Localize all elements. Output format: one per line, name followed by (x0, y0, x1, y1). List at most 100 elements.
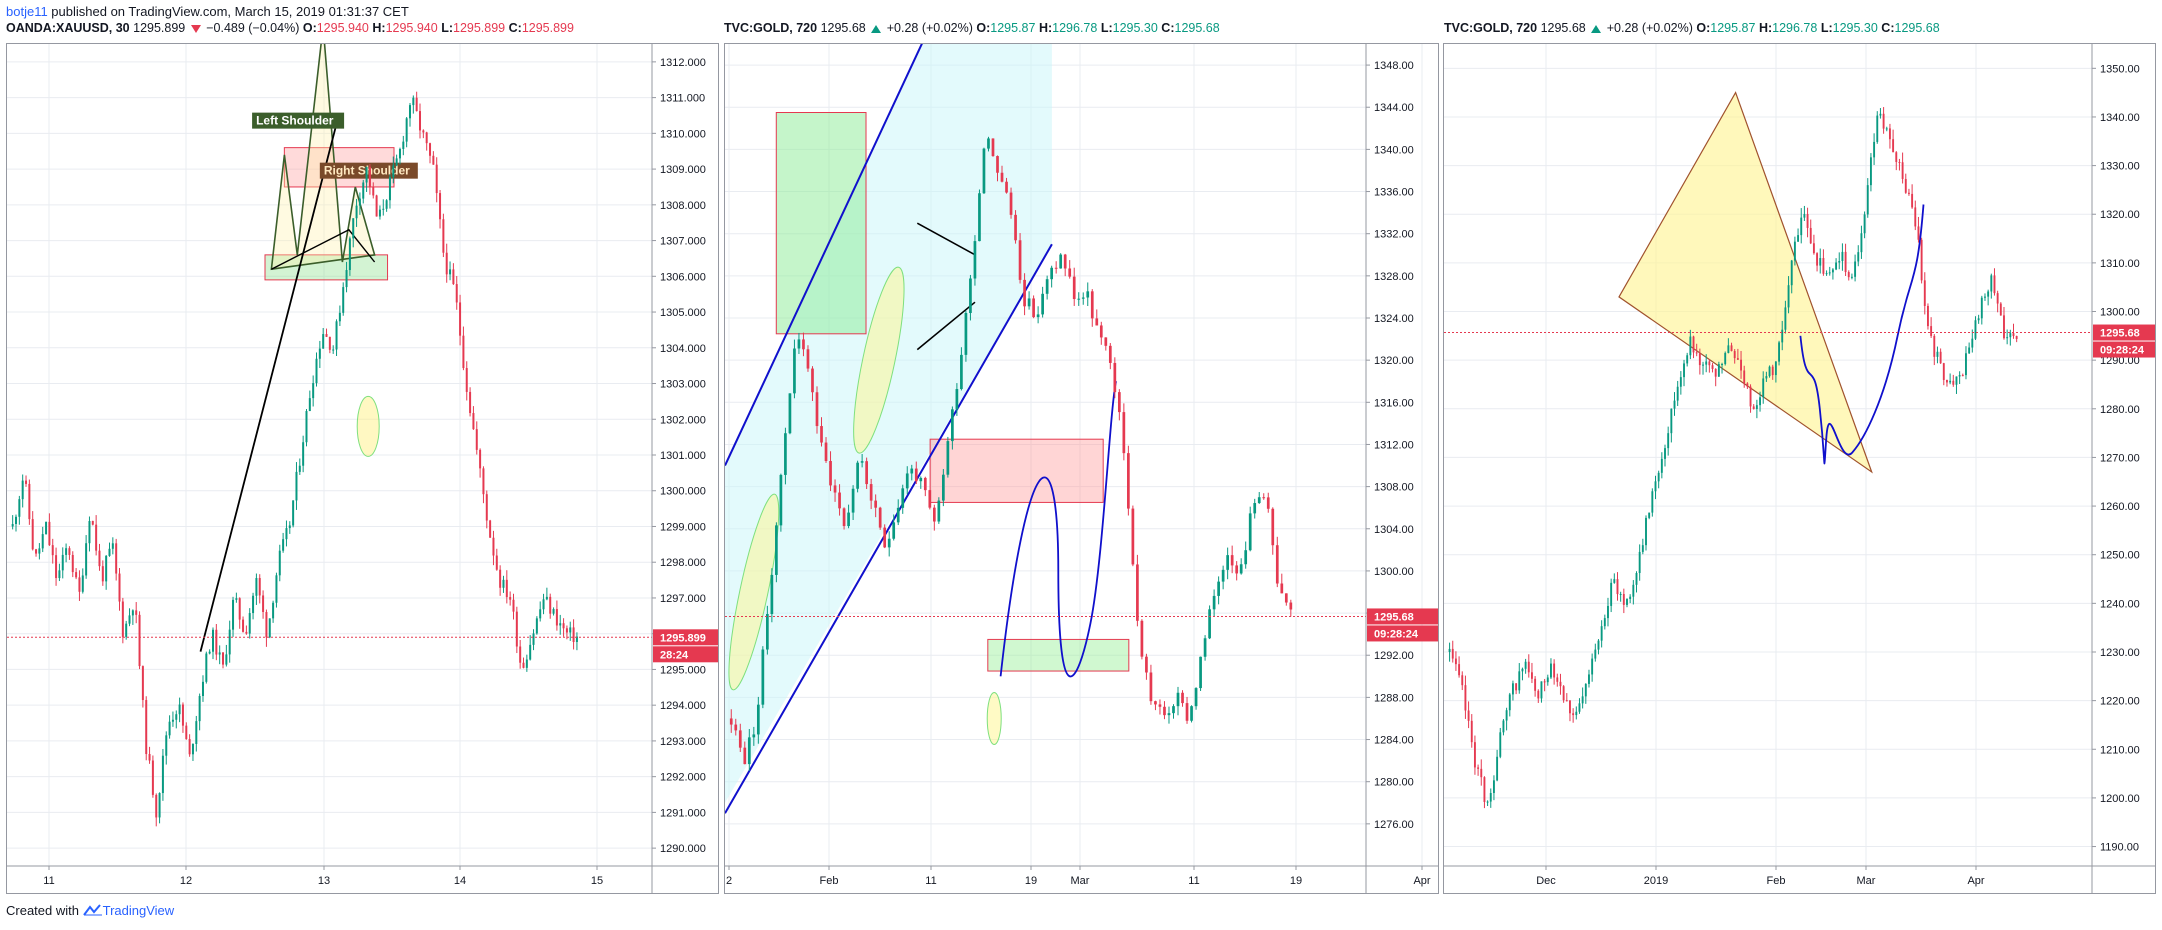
panel3-close: 1295.68 (1894, 21, 1940, 35)
candle (1226, 547, 1230, 580)
candle-body (1664, 448, 1666, 459)
candle-body (1816, 253, 1819, 266)
candle (469, 387, 472, 417)
candle (883, 524, 887, 549)
chart-panel-gold-720-wedge[interactable]: 1190.00 1200.00 1210.00 1220.00 1230.00 1240.… (1443, 43, 2156, 894)
grid (1444, 44, 2092, 866)
candle (1914, 200, 1917, 231)
candle-body (429, 143, 432, 156)
candle-body (278, 550, 281, 576)
price-tick-label: 1240.00 (2100, 598, 2140, 610)
candle (1266, 492, 1270, 513)
annotations (725, 44, 1130, 814)
candle (1280, 573, 1284, 594)
candle (1885, 126, 1888, 132)
candle (278, 544, 281, 582)
candle (1619, 591, 1622, 602)
candle (272, 600, 275, 623)
candle-body (1546, 677, 1549, 683)
candle-body (1511, 683, 1514, 695)
price-tick-label: 1328.00 (1374, 271, 1414, 283)
candle (1930, 317, 1933, 338)
candle (761, 646, 765, 709)
candle (1635, 571, 1638, 593)
candle (1626, 598, 1628, 608)
price-tick-label: 1220.00 (2100, 696, 2140, 708)
highlight-ellipse (853, 266, 905, 454)
panel2-high: 1296.78 (1052, 21, 1098, 35)
channel-fill (725, 44, 1052, 803)
countdown-bg (653, 646, 718, 663)
grid (7, 44, 652, 866)
candle (1987, 289, 1990, 306)
candle (1968, 342, 1971, 355)
candle-body (1702, 364, 1704, 366)
candle (178, 697, 181, 723)
candle (951, 406, 954, 450)
chart-panel-xauusd-30[interactable]: Left Shoulder Right Shoulder 1290.000 1291.… (6, 43, 719, 894)
candle (1127, 445, 1130, 516)
candle (1486, 800, 1489, 807)
price-tick-label: 1284.00 (1374, 735, 1414, 747)
candle (105, 554, 108, 590)
candle (181, 702, 184, 733)
candle (1752, 404, 1755, 410)
candle-body (1473, 742, 1476, 768)
candle-body (1898, 162, 1901, 164)
candle-body (1965, 353, 1967, 376)
candle-body (439, 193, 442, 220)
green-box (775, 112, 867, 335)
candle (1464, 675, 1467, 719)
panel1-close: 1295.899 (521, 21, 574, 35)
candle-body (747, 737, 751, 765)
price-tick-label: 1303.000 (660, 379, 706, 391)
candle-body (856, 462, 859, 489)
candle-body (1892, 139, 1895, 153)
candle-body (442, 219, 445, 253)
candle-body (118, 573, 121, 602)
candle-body (1027, 298, 1031, 307)
candle (1736, 348, 1739, 360)
candles (11, 91, 578, 827)
candle-body (1911, 193, 1914, 208)
footer-brand-link[interactable]: TradingView (102, 903, 175, 918)
candle (1045, 275, 1049, 300)
candle (532, 629, 535, 651)
candle (1831, 268, 1834, 280)
candle-body (292, 500, 295, 526)
candle-body (1733, 351, 1736, 359)
candle-body (991, 138, 995, 157)
candle (1454, 651, 1457, 671)
candle (412, 95, 415, 114)
candle-body (896, 507, 900, 523)
candle (489, 519, 492, 538)
panel3-header: TVC:GOLD, 720 1295.68 +0.28 (+0.02%) O:1… (1444, 21, 1940, 35)
candle-body (228, 629, 231, 655)
candle-body (475, 429, 478, 450)
candle-body (1540, 681, 1543, 699)
candle-body (734, 724, 738, 731)
candle-body (1489, 793, 1492, 802)
candle (18, 495, 21, 525)
candle-body (168, 721, 171, 736)
candle (1158, 699, 1162, 715)
chart-svg: Left Shoulder Right Shoulder 1290.000 1291.… (7, 44, 718, 893)
candle (539, 601, 542, 622)
candle-body (729, 718, 733, 725)
candle (372, 182, 375, 199)
author-link[interactable]: botje11 (6, 4, 48, 19)
candle (519, 639, 522, 669)
candle (1895, 151, 1898, 171)
candle-body (1248, 513, 1252, 551)
candle (1927, 303, 1929, 330)
footer-created-with: Created with (6, 903, 79, 918)
candle-body (847, 512, 850, 527)
candle-body (315, 358, 318, 384)
candle (1784, 300, 1787, 334)
price-tick-label: 1310.000 (660, 128, 706, 140)
candle (982, 147, 986, 194)
candle-body (1172, 706, 1175, 714)
candle (1244, 541, 1248, 569)
chart-panel-gold-720-channel[interactable]: 1276.001280.001284.001288.001292.001296.… (724, 43, 1439, 894)
published-text: published on TradingView.com, March 15, … (47, 4, 409, 19)
